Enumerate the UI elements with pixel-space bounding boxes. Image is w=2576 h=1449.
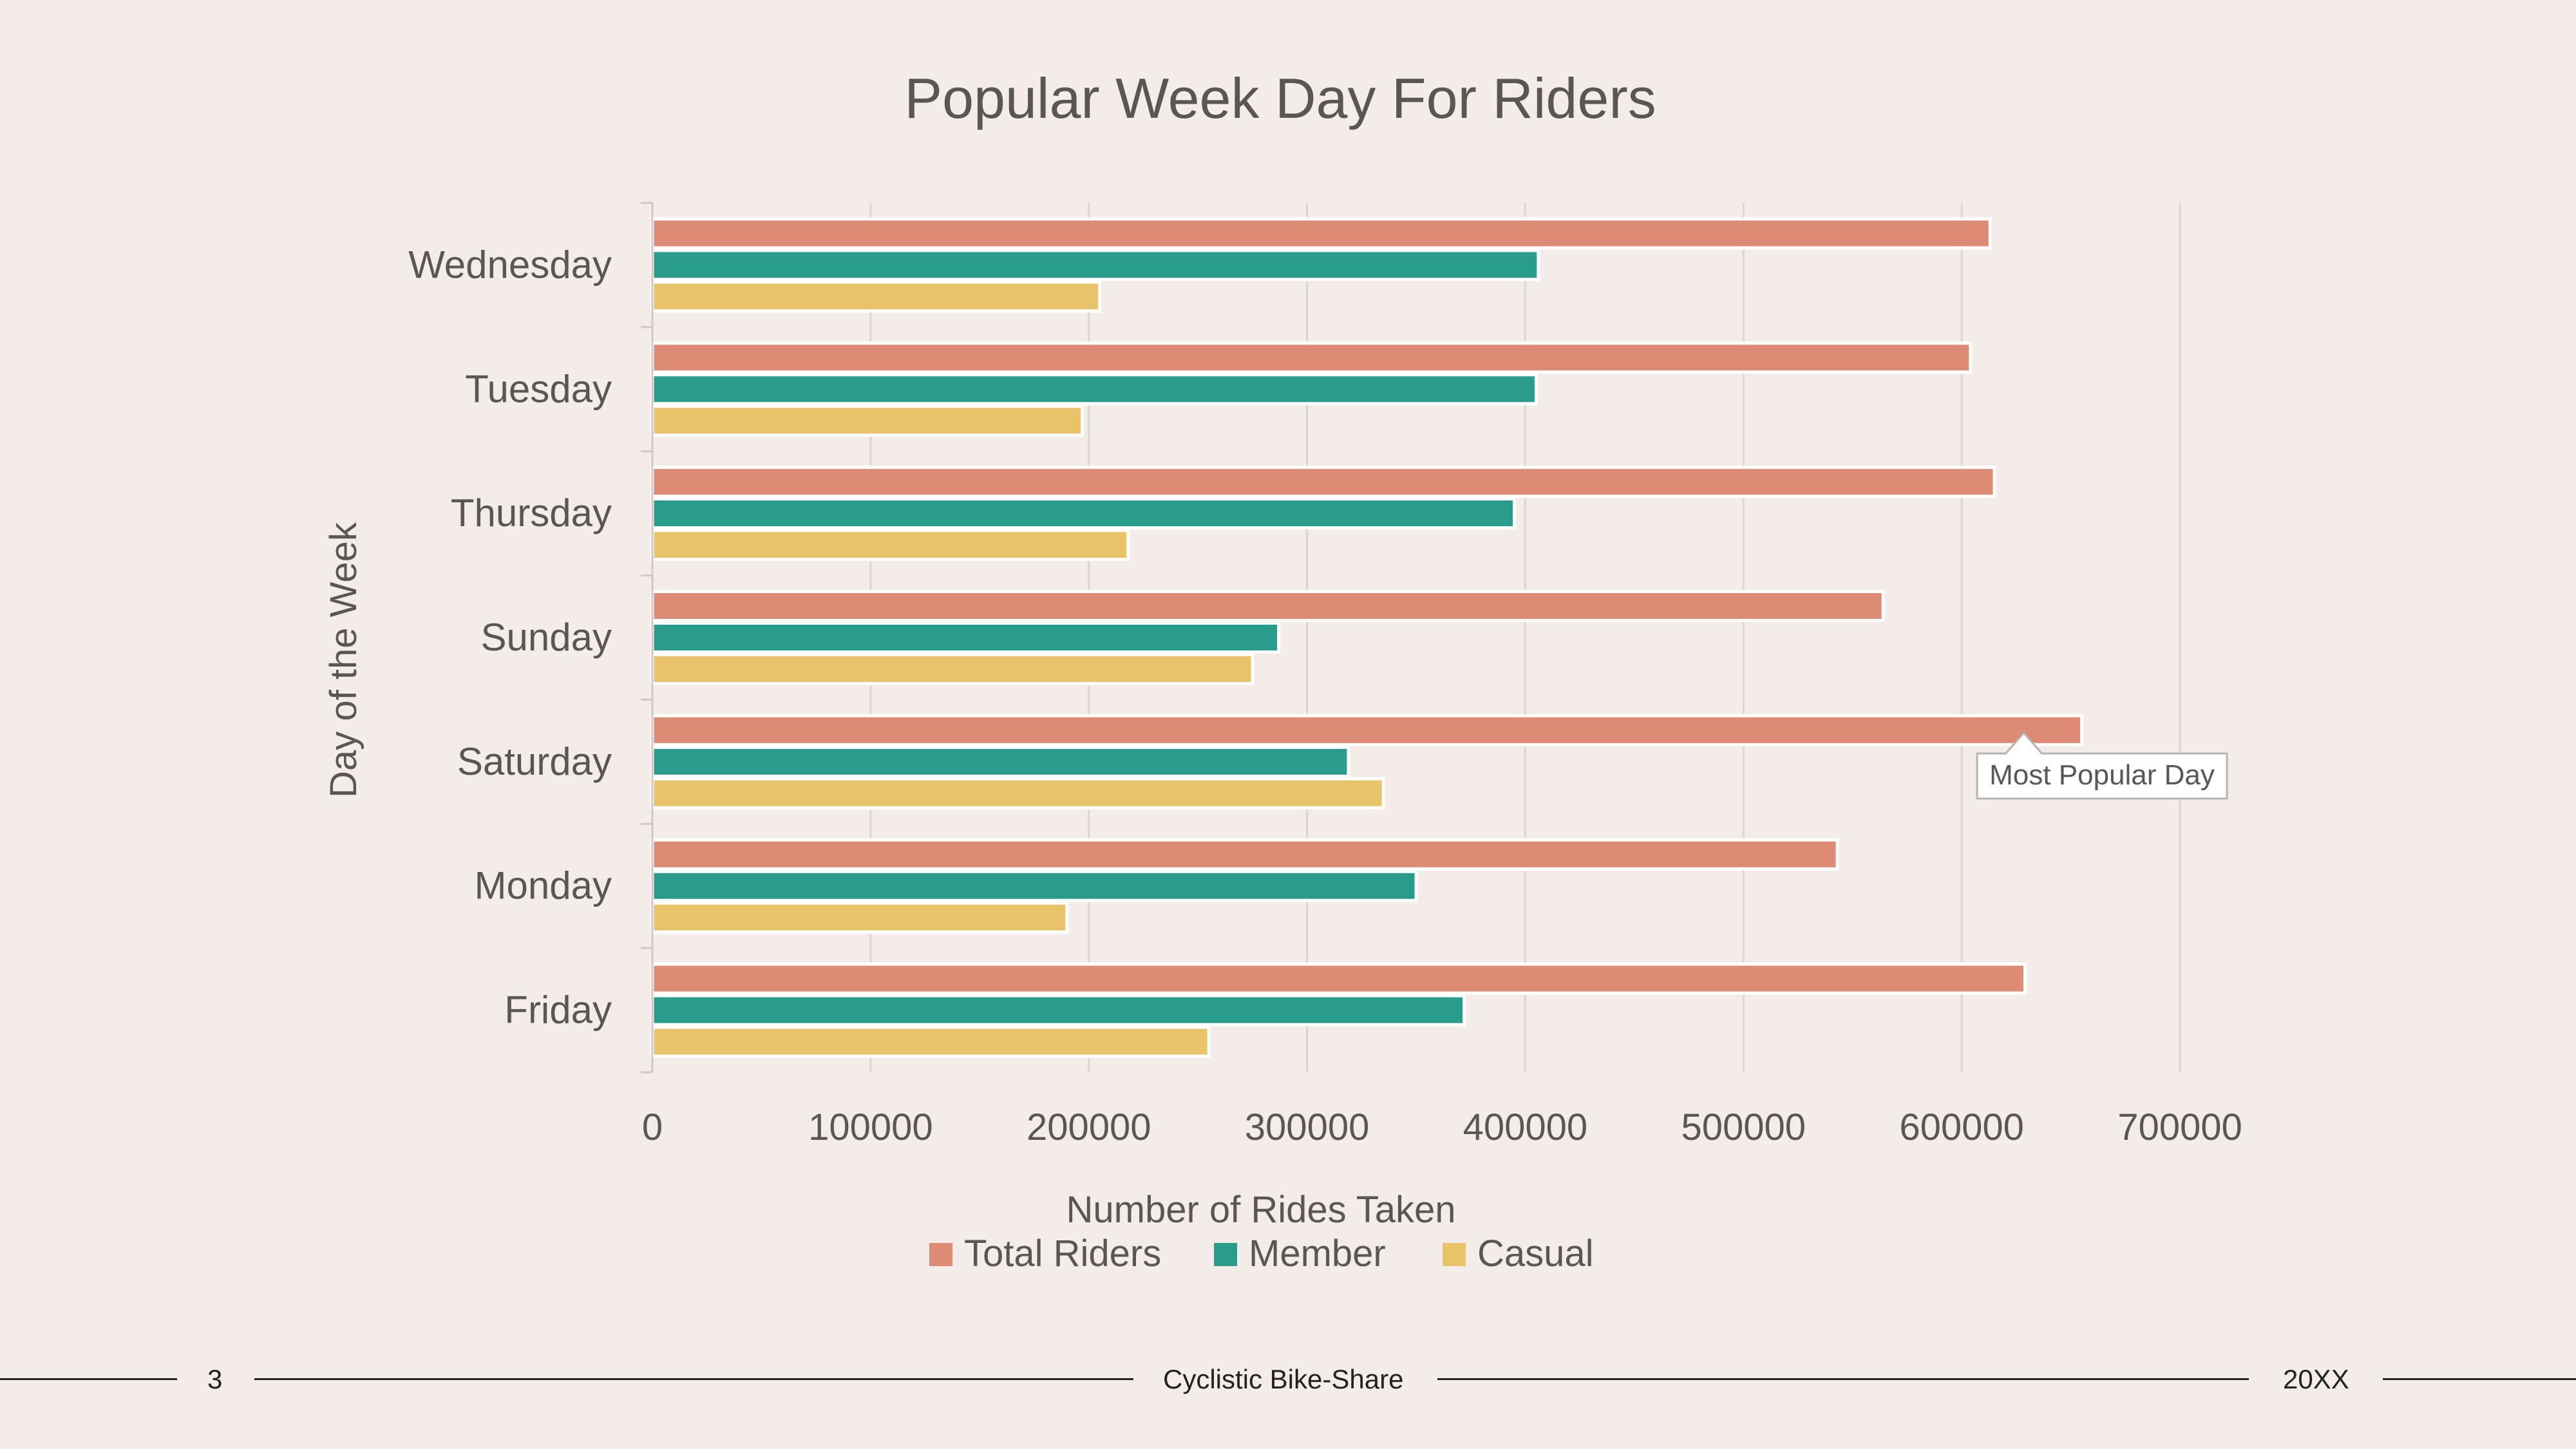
bar <box>650 466 1996 498</box>
x-tick-label: 500000 <box>1681 1106 1806 1148</box>
legend-swatch <box>1214 1243 1237 1266</box>
bar <box>650 838 1839 871</box>
bar <box>650 994 1466 1027</box>
x-tick-label: 200000 <box>1027 1106 1151 1148</box>
bar <box>650 901 1069 934</box>
bar <box>650 373 1538 406</box>
bar <box>650 653 1255 685</box>
bar <box>650 1025 1211 1058</box>
footer-title: Cyclistic Bike-Share <box>1163 1364 1404 1394</box>
x-tick-label: 600000 <box>1899 1106 2024 1148</box>
bar <box>650 714 2084 746</box>
chart-title: Popular Week Day For Riders <box>904 66 1656 130</box>
bars <box>650 217 2084 1058</box>
y-tick-label: Monday <box>475 864 612 907</box>
y-tick-label: Tuesday <box>465 367 612 410</box>
legend-swatch <box>1443 1243 1466 1266</box>
y-tick-label: Friday <box>504 989 612 1032</box>
bar <box>650 217 1992 250</box>
y-tick-label: Wednesday <box>408 243 612 286</box>
bar <box>650 590 1885 622</box>
annotation-box <box>1976 731 2228 800</box>
y-tick-label: Saturday <box>457 740 612 783</box>
bar <box>650 621 1281 654</box>
bar <box>650 280 1102 313</box>
legend-swatch <box>929 1243 952 1266</box>
y-tick-label: Sunday <box>481 616 612 659</box>
bar <box>650 249 1540 281</box>
legend-label: Total Riders <box>964 1233 1161 1274</box>
axes: 0 100000 200000 300000 400000 500000 600000 700… <box>408 202 2242 1148</box>
x-tick-label: 700000 <box>2117 1106 2242 1148</box>
legend-label: Casual <box>1477 1233 1594 1274</box>
legend-label: Member <box>1249 1233 1386 1274</box>
bar <box>650 497 1516 530</box>
footer-rule-middle-left <box>254 1378 1133 1380</box>
legend: Total Riders Member Casual <box>929 1233 1594 1274</box>
annotation-text: Most Popular Day <box>1989 759 2215 791</box>
annotation: Most Popular Day <box>1976 731 2228 800</box>
footer-year: 20XX <box>2283 1364 2349 1394</box>
footer-rule-middle-right <box>1437 1378 2249 1380</box>
y-tick-label: Thursday <box>451 491 612 535</box>
footer-rule-left <box>0 1378 177 1380</box>
bar <box>650 745 1350 778</box>
x-tick-label: 0 <box>642 1106 663 1148</box>
annotation-callout: Most Popular Day <box>1976 731 2228 800</box>
x-axis-label: Number of Rides Taken <box>1066 1189 1455 1231</box>
x-tick-label: 300000 <box>1245 1106 1370 1148</box>
y-axis-label: Day of the Week <box>323 522 365 798</box>
bar <box>650 341 1973 374</box>
bar <box>650 962 2027 995</box>
x-tick-label: 400000 <box>1463 1106 1588 1148</box>
bar <box>650 529 1130 562</box>
x-tick-label: 100000 <box>808 1106 933 1148</box>
bar <box>650 777 1385 810</box>
bar <box>650 404 1084 437</box>
bar <box>650 869 1418 902</box>
footer-rule-right <box>2383 1378 2576 1380</box>
page-number: 3 <box>207 1364 223 1394</box>
